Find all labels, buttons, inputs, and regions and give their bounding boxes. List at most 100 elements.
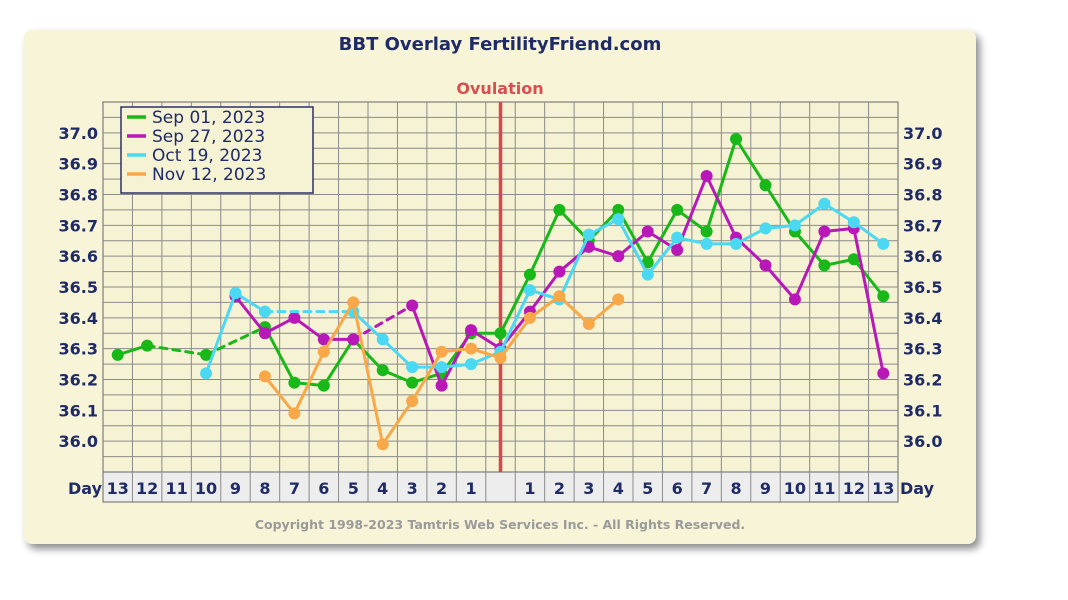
data-point bbox=[700, 225, 713, 238]
series-line-segment bbox=[204, 291, 237, 375]
data-point bbox=[376, 438, 389, 451]
x-axis: 13 12 11 10 9 8 7 6 5 4 3 2 1 1 2 3 4 5 6 7 8 9 10 11 12 13 bbox=[107, 472, 894, 502]
data-point bbox=[671, 231, 684, 244]
data-point bbox=[788, 293, 801, 306]
data-point bbox=[347, 333, 360, 346]
series-line-segment bbox=[381, 399, 414, 446]
series-line-segment bbox=[410, 304, 444, 388]
data-point bbox=[612, 203, 625, 216]
data-point bbox=[553, 203, 566, 216]
y-tick-label-left: 36.4 bbox=[59, 309, 98, 328]
y-tick-label-right: 36.9 bbox=[903, 155, 942, 174]
data-point bbox=[465, 342, 478, 355]
legend-entry-label: Nov 12, 2023 bbox=[152, 165, 266, 185]
series-line-segment bbox=[381, 337, 414, 369]
series-line-segment bbox=[734, 137, 767, 187]
data-point bbox=[288, 311, 301, 324]
series-line-segment bbox=[646, 236, 679, 277]
data-point bbox=[759, 179, 772, 192]
x-tick-label: 10 bbox=[784, 479, 806, 498]
data-point bbox=[406, 376, 419, 389]
data-point bbox=[877, 367, 890, 380]
x-tick-label: 13 bbox=[107, 479, 129, 498]
series-line-segment bbox=[292, 316, 326, 341]
y-tick-label-right: 36.6 bbox=[903, 247, 942, 266]
y-tick-label-left: 36.7 bbox=[59, 216, 98, 235]
x-tick-label: 3 bbox=[407, 479, 418, 498]
data-point bbox=[671, 203, 684, 216]
series-line-segment bbox=[528, 294, 561, 320]
y-axis-left: 37.0 36.9 36.8 36.7 36.6 36.5 36.4 36.3 36.2 36.1… bbox=[59, 124, 98, 451]
x-axis-label-right: Day bbox=[900, 479, 935, 498]
y-tick-label-right: 36.7 bbox=[903, 216, 942, 235]
x-tick-label: 6 bbox=[672, 479, 683, 498]
data-point bbox=[317, 379, 330, 392]
series-line-segment bbox=[587, 297, 620, 326]
data-point bbox=[582, 318, 595, 330]
data-point bbox=[818, 259, 831, 272]
series-line-segment bbox=[322, 300, 355, 354]
x-tick-label: 8 bbox=[730, 479, 741, 498]
data-point bbox=[523, 311, 536, 324]
data-point bbox=[200, 348, 213, 361]
data-point bbox=[435, 345, 448, 358]
data-point bbox=[700, 237, 713, 250]
series-layer bbox=[111, 133, 890, 451]
data-point bbox=[612, 250, 625, 263]
x-tick-label: 1 bbox=[465, 479, 476, 498]
data-point bbox=[317, 345, 330, 358]
x-tick-label: 7 bbox=[701, 479, 712, 498]
x-tick-label: 9 bbox=[760, 479, 771, 498]
y-tick-label-right: 36.5 bbox=[903, 278, 942, 297]
data-point bbox=[406, 299, 419, 312]
series-line-segment bbox=[675, 208, 709, 233]
data-point bbox=[553, 290, 566, 303]
x-tick-label: 5 bbox=[348, 479, 359, 498]
y-tick-label-left: 36.5 bbox=[59, 278, 98, 297]
data-point bbox=[641, 256, 654, 269]
series-line-segment bbox=[351, 310, 385, 341]
series-line-dashed-segment bbox=[204, 325, 267, 357]
series-line-segment bbox=[263, 374, 296, 415]
series-line-segment bbox=[764, 263, 797, 301]
series-line-segment bbox=[499, 273, 532, 335]
legend-entry-label: Oct 19, 2023 bbox=[152, 146, 263, 166]
data-point bbox=[877, 290, 890, 303]
data-point bbox=[141, 339, 154, 352]
x-tick-label: 12 bbox=[843, 479, 865, 498]
series-line-segment bbox=[793, 230, 826, 301]
series-line-segment bbox=[852, 257, 885, 298]
series-line-segment bbox=[440, 328, 473, 388]
data-point bbox=[730, 237, 743, 250]
series-line-segment bbox=[528, 208, 561, 277]
y-tick-label-right: 36.0 bbox=[903, 432, 942, 451]
data-point bbox=[553, 265, 566, 278]
series-line-segment bbox=[852, 220, 885, 246]
series-line-segment bbox=[557, 233, 591, 301]
series-line-segment bbox=[793, 202, 826, 227]
series-line-dashed-segment bbox=[351, 304, 414, 341]
x-axis-label-left: Day bbox=[68, 479, 103, 498]
y-tick-label-left: 36.9 bbox=[59, 155, 98, 174]
data-point bbox=[258, 305, 271, 318]
x-tick-label: 1 bbox=[524, 479, 535, 498]
data-point bbox=[700, 170, 713, 182]
series-line-segment bbox=[557, 294, 591, 326]
data-point bbox=[523, 284, 536, 297]
x-tick-label: 7 bbox=[289, 479, 300, 498]
y-tick-label-right: 36.1 bbox=[903, 401, 942, 420]
x-axis-band bbox=[102, 471, 899, 503]
data-point bbox=[523, 268, 536, 281]
data-point bbox=[435, 361, 448, 374]
data-point bbox=[612, 293, 625, 306]
data-point bbox=[641, 225, 654, 238]
data-point bbox=[288, 407, 301, 420]
series-line-segment bbox=[646, 208, 679, 264]
x-tick-label: 13 bbox=[872, 479, 894, 498]
x-tick-label: 6 bbox=[318, 479, 329, 498]
y-tick-label-left: 37.0 bbox=[59, 124, 98, 143]
y-tick-label-right: 36.8 bbox=[903, 186, 942, 205]
data-point bbox=[376, 333, 389, 346]
y-tick-label-left: 36.8 bbox=[59, 186, 98, 205]
data-point bbox=[847, 216, 860, 229]
